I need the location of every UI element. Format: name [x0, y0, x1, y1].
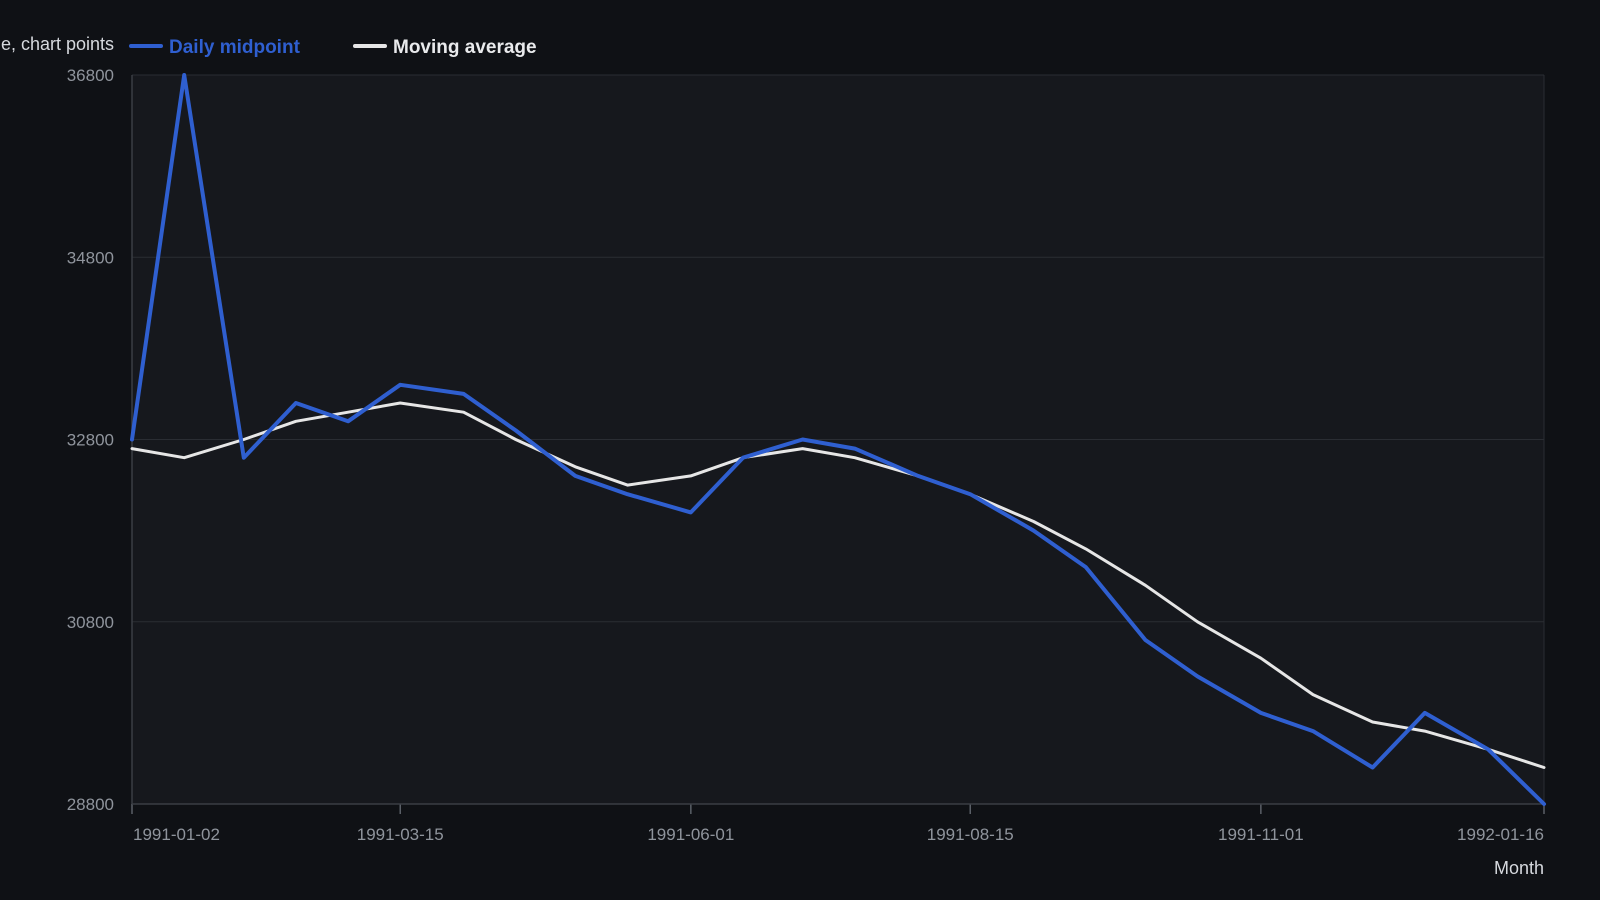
y-axis-label: e, chart points: [1, 34, 114, 54]
x-axis-label: Month: [1494, 858, 1544, 878]
x-tick-label: 1991-11-01: [1218, 825, 1304, 844]
series-layer: [130, 73, 1546, 806]
y-tick-label: 32800: [67, 431, 114, 450]
x-tick-label: 1992-01-16: [1457, 825, 1544, 844]
y-axis-ticks: 28800 30800 32800 34800 36800: [67, 66, 114, 814]
x-tick-label: 1991-01-02: [133, 825, 220, 844]
x-tick-label: 1991-06-01: [647, 825, 734, 844]
x-tick-label: 1991-08-15: [927, 825, 1014, 844]
series-line-moving-average: [130, 401, 1546, 769]
x-axis-ticks: 1991-01-02 1991-03-15 1991-06-01 1991-08-15…: [131, 804, 1545, 844]
y-tick-label: 36800: [67, 66, 114, 85]
y-tick-label: 28800: [67, 795, 114, 814]
y-tick-label: 34800: [67, 248, 114, 267]
legend-label: Daily midpoint: [169, 37, 301, 58]
x-tick-label: 1991-03-15: [357, 825, 444, 844]
y-tick-label: 30800: [67, 613, 114, 632]
series-line-daily-midpoint: [130, 73, 1546, 806]
legend-label: Moving average: [393, 37, 537, 58]
legend: Daily midpoint Moving average: [129, 37, 537, 58]
